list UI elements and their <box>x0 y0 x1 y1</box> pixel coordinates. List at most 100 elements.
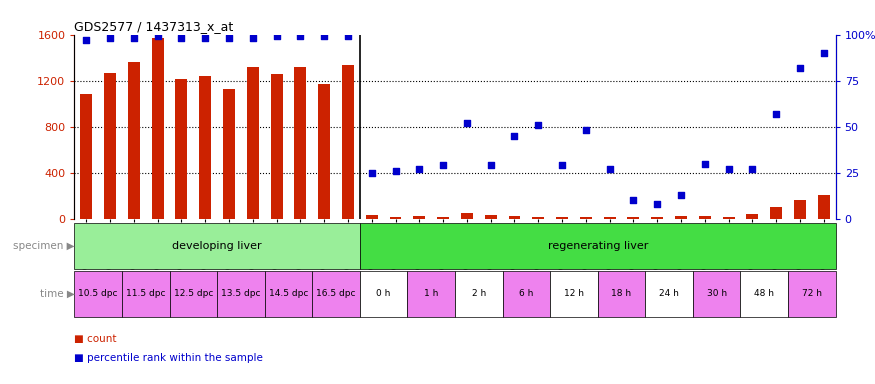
Bar <box>265 271 312 317</box>
Bar <box>794 200 806 219</box>
Point <box>674 192 688 198</box>
Bar <box>366 215 378 219</box>
Bar <box>723 217 734 219</box>
Text: 1 h: 1 h <box>424 289 438 298</box>
Bar <box>80 94 92 219</box>
Text: time ▶: time ▶ <box>39 289 74 299</box>
Text: 6 h: 6 h <box>519 289 534 298</box>
Bar <box>151 38 164 219</box>
Bar <box>598 271 646 317</box>
Point <box>150 33 164 40</box>
Bar <box>342 65 354 219</box>
Point <box>697 161 711 167</box>
Text: 12 h: 12 h <box>564 289 584 298</box>
Bar <box>312 271 360 317</box>
Bar <box>550 271 598 317</box>
Point <box>460 120 474 126</box>
Point <box>199 35 213 41</box>
Text: 18 h: 18 h <box>612 289 632 298</box>
Bar <box>604 217 616 219</box>
Bar <box>413 216 425 219</box>
Point <box>127 35 141 41</box>
Bar <box>128 62 140 219</box>
Bar <box>360 223 836 269</box>
Point <box>769 111 783 117</box>
Text: specimen ▶: specimen ▶ <box>13 241 74 251</box>
Point <box>816 50 830 56</box>
Bar <box>770 207 782 219</box>
Bar <box>627 217 640 219</box>
Bar <box>818 195 829 219</box>
Point <box>222 35 236 41</box>
Text: 16.5 dpc: 16.5 dpc <box>316 289 356 298</box>
Bar <box>788 271 836 317</box>
Bar <box>646 271 693 317</box>
Bar <box>176 79 187 219</box>
Point <box>531 122 545 128</box>
Bar <box>485 215 497 219</box>
Bar <box>461 213 472 219</box>
Point <box>722 166 736 172</box>
Bar <box>74 271 122 317</box>
Bar <box>217 271 265 317</box>
Bar <box>74 223 360 269</box>
Point <box>270 33 284 40</box>
Point <box>103 35 117 41</box>
Point <box>650 201 664 207</box>
Bar <box>556 217 568 219</box>
Bar <box>532 217 544 219</box>
Bar <box>200 76 211 219</box>
Text: GDS2577 / 1437313_x_at: GDS2577 / 1437313_x_at <box>74 20 234 33</box>
Bar <box>270 74 283 219</box>
Text: 13.5 dpc: 13.5 dpc <box>221 289 261 298</box>
Point <box>388 168 402 174</box>
Text: 14.5 dpc: 14.5 dpc <box>269 289 308 298</box>
Bar <box>699 216 710 219</box>
Point <box>484 162 498 169</box>
Text: 10.5 dpc: 10.5 dpc <box>79 289 118 298</box>
Bar <box>318 84 330 219</box>
Text: 0 h: 0 h <box>376 289 391 298</box>
Text: 2 h: 2 h <box>472 289 486 298</box>
Bar <box>651 217 663 219</box>
Point <box>80 37 94 43</box>
Point <box>436 162 450 169</box>
Text: 24 h: 24 h <box>659 289 679 298</box>
Point <box>746 166 760 172</box>
Point <box>412 166 426 172</box>
Point <box>365 170 379 176</box>
Bar <box>746 214 759 219</box>
Bar <box>104 73 116 219</box>
Bar <box>438 217 449 219</box>
Point <box>507 133 522 139</box>
Text: 48 h: 48 h <box>754 289 774 298</box>
Text: 12.5 dpc: 12.5 dpc <box>173 289 213 298</box>
Bar <box>408 271 455 317</box>
Point <box>555 162 569 169</box>
Text: developing liver: developing liver <box>172 241 262 251</box>
Text: 11.5 dpc: 11.5 dpc <box>126 289 165 298</box>
Point <box>174 35 188 41</box>
Bar <box>508 216 521 219</box>
Bar <box>122 271 170 317</box>
Bar <box>389 217 402 219</box>
Text: 72 h: 72 h <box>802 289 822 298</box>
Bar <box>502 271 550 317</box>
Bar <box>693 271 740 317</box>
Bar <box>675 216 687 219</box>
Bar <box>580 217 592 219</box>
Point <box>341 33 355 40</box>
Bar <box>247 67 259 219</box>
Text: regenerating liver: regenerating liver <box>548 241 648 251</box>
Point <box>317 33 331 40</box>
Bar <box>360 271 408 317</box>
Text: ■ percentile rank within the sample: ■ percentile rank within the sample <box>74 353 263 363</box>
Point <box>793 65 807 71</box>
Bar <box>170 271 217 317</box>
Point <box>579 127 593 134</box>
Bar <box>294 67 306 219</box>
Bar <box>223 89 235 219</box>
Text: ■ count: ■ count <box>74 334 117 344</box>
Bar <box>455 271 502 317</box>
Bar <box>740 271 788 317</box>
